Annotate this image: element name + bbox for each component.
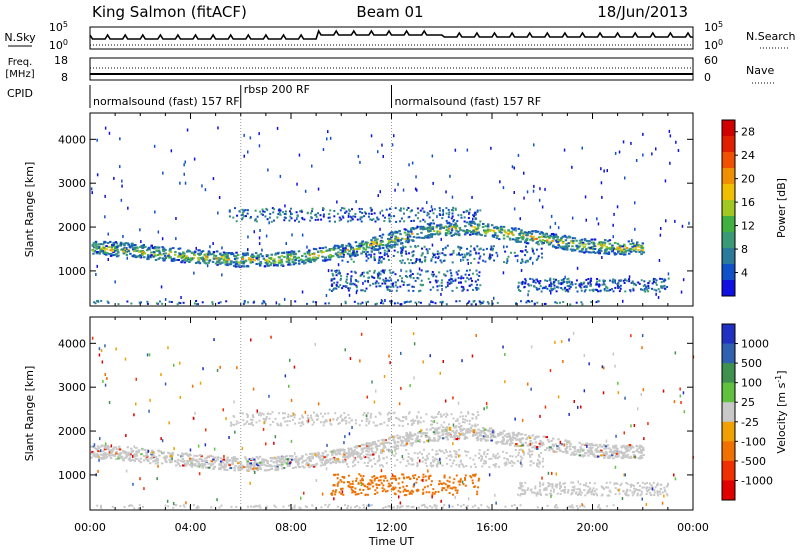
colorbar-swatch [722,184,735,201]
colorbar-label: Power [dB] [775,178,788,238]
colorbar-label: Velocity [m s-1] [774,370,788,453]
colorbar-swatch [722,152,735,169]
colorbar-swatch [722,460,735,481]
colorbar-tick-label: 8 [741,243,748,256]
nsky-tick-bottom: 100 [49,38,68,52]
colorbar-swatch [722,382,735,403]
x-tick-label: 20:00 [577,521,609,534]
colorbar-tick-label: 25 [741,396,755,409]
y-tick-label: 1000 [58,469,86,482]
nsearch-tick-bottom: 100 [704,38,723,52]
colorbar-swatch [722,248,735,265]
velocity-heatmap [90,331,695,510]
colorbar-tick-label: 100 [741,377,762,390]
colorbar-swatch [722,200,735,217]
x-axis-label: Time UT [368,535,414,548]
y-tick-label: 4000 [58,133,86,146]
y-tick-label: 3000 [58,177,86,190]
colorbar-swatch [722,168,735,185]
colorbar-swatch [722,280,735,297]
freq-label: Freq. [8,57,33,68]
colorbar-swatch [722,402,735,423]
y-tick-label: 3000 [58,381,86,394]
colorbar-swatch [722,421,735,442]
y-tick-label: 2000 [58,425,86,438]
x-tick-label: 04:00 [175,521,207,534]
nsearch-label: N.Search [746,30,796,43]
colorbar-tick-label: 12 [741,220,755,233]
y-tick-label: 4000 [58,337,86,350]
colorbar-swatch [722,232,735,249]
nave-label: Nave [746,64,774,77]
colorbar-tick-label: 16 [741,196,755,209]
cpid-segment-label: normalsound (fast) 157 RF [395,95,542,108]
colorbar-tick-label: 1000 [741,338,769,351]
y-tick-label: 2000 [58,221,86,234]
x-tick-label: 00:00 [677,521,709,534]
freq-tick-top: 18 [54,54,68,67]
colorbar-tick-label: 28 [741,126,755,139]
colorbar-tick-label: 500 [741,357,762,370]
nsky-label: N.Sky [4,31,36,44]
colorbar-swatch [722,343,735,364]
nsky-tick-top: 105 [49,20,68,34]
nave-tick-bottom: 0 [704,71,711,84]
colorbar-frame [721,119,736,297]
colorbar-tick-label: 20 [741,173,755,186]
colorbar-swatch [722,216,735,233]
y-tick-label: 1000 [58,265,86,278]
colorbar-frame [721,323,736,501]
colorbar-swatch [722,136,735,153]
freq-unit: [MHz] [5,69,34,80]
colorbar-tick-label: -1000 [741,474,773,487]
x-tick-label: 12:00 [376,521,408,534]
colorbar-tick-label: -500 [741,455,766,468]
colorbar-swatch [722,480,735,501]
freq-tick-bottom: 8 [61,71,68,84]
x-tick-label: 00:00 [74,521,106,534]
colorbar-swatch [722,441,735,462]
cpid-segment-label: rbsp 200 RF [244,83,310,96]
freq-strip-frame [89,57,694,81]
colorbar-tick-label: 24 [741,149,755,162]
nave-tick-top: 60 [704,54,718,67]
colorbar-tick-label: -100 [741,435,766,448]
power-heatmap [90,126,690,306]
colorbar-swatch [722,120,735,137]
x-tick-label: 08:00 [275,521,307,534]
colorbar-swatch [722,324,735,345]
colorbar-swatch [722,264,735,281]
colorbar-tick-label: -25 [741,416,759,429]
x-tick-label: 16:00 [476,521,508,534]
station-title: King Salmon (fitACF) [92,3,247,21]
nsky-trace [89,29,693,40]
colorbar-swatch [722,363,735,384]
colorbar-tick-label: 4 [741,267,748,280]
nsearch-tick-top: 105 [704,20,723,34]
nsky-strip-frame [89,26,694,50]
date-label: 18/Jun/2013 [597,3,688,21]
cpid-label: CPID [7,87,33,100]
y-axis-label: Slant Range [km] [23,366,36,462]
cpid-segment-label: normalsound (fast) 157 RF [93,95,240,108]
y-axis-label: Slant Range [km] [23,162,36,258]
beam-label: Beam 01 [356,3,423,21]
